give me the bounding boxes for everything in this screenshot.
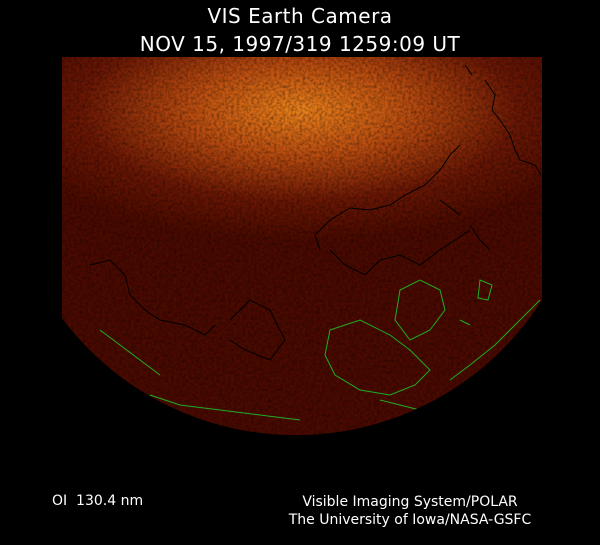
image-timestamp: NOV 15, 1997/319 1259:09 UT: [139, 32, 461, 56]
wavelength-label: OI 130.4 nm: [52, 493, 144, 509]
coastlines-night: [99, 279, 541, 421]
coastlines-dark: [89, 64, 542, 361]
instrument-label: Visible Imaging System/POLAR: [302, 494, 518, 510]
image-title: VIS Earth Camera: [207, 4, 393, 28]
credit-block: Visible Imaging System/POLAR The Univers…: [230, 493, 590, 529]
institution-label: The University of Iowa/NASA-GSFC: [288, 512, 532, 528]
